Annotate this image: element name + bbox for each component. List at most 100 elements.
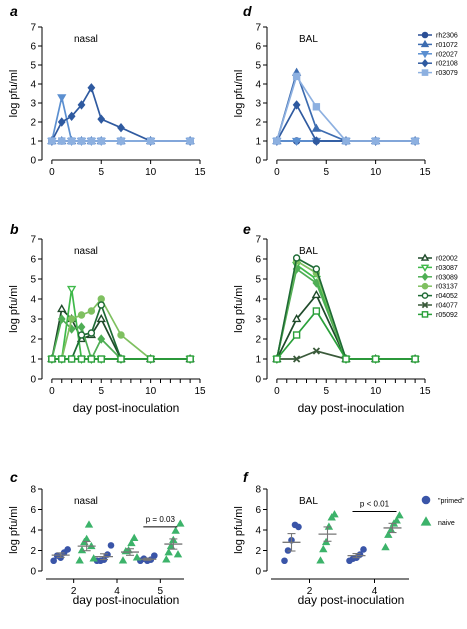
- data-point: [58, 137, 66, 145]
- data-point: [97, 355, 105, 363]
- data-point: [186, 137, 194, 145]
- data-point: [97, 295, 105, 303]
- data-point: [84, 520, 94, 528]
- y-tick-label: 7: [255, 235, 261, 246]
- series-r03079: [273, 72, 419, 145]
- x-tick-label: 0: [49, 167, 55, 178]
- x-tick-label: 10: [145, 386, 157, 397]
- legend-entry: r01072: [436, 42, 458, 49]
- series-line: [276, 267, 416, 360]
- data-point: [164, 548, 173, 556]
- data-point: [384, 530, 393, 538]
- x-tick-label: 4: [372, 586, 378, 597]
- data-point: [292, 72, 301, 81]
- y-tick-label: 2: [255, 335, 261, 346]
- data-point: [295, 523, 302, 531]
- x-tick-label: 0: [274, 386, 280, 397]
- panel-label: a: [10, 3, 18, 19]
- data-point: [117, 123, 125, 133]
- y-tick-label: 4: [30, 526, 36, 537]
- data-point: [311, 123, 322, 132]
- data-point: [67, 111, 76, 121]
- legend-entry: r05092: [436, 312, 458, 319]
- x-tick-label: 10: [370, 167, 382, 178]
- data-point: [292, 331, 301, 339]
- y-tick-label: 8: [255, 485, 261, 496]
- y-axis-label: log pfu/ml: [8, 70, 20, 118]
- y-axis-label: log pfu/ml: [233, 70, 245, 118]
- significance-label: p = 0.03: [146, 515, 176, 524]
- x-tick-label: 0: [274, 167, 280, 178]
- panel-f: 0 2 4 6 8 log pfu/ml 2 4 f BAL day post-inoculatio…: [233, 469, 465, 607]
- panel-d: 0 1 2 3 4 5 6 7 log pfu/ml 0 5 10 15 d BAL rh2306 r01072…: [233, 3, 458, 178]
- y-tick-label: 2: [255, 546, 261, 557]
- data-point: [281, 557, 288, 565]
- data-point: [162, 555, 171, 563]
- data-point: [67, 355, 76, 363]
- data-point: [48, 137, 56, 145]
- group-1: [316, 510, 404, 564]
- data-point: [312, 278, 321, 288]
- data-point: [87, 329, 96, 337]
- x-tick-label: 10: [145, 167, 157, 178]
- data-point: [57, 117, 66, 127]
- series-r05092: [273, 307, 419, 363]
- x-tick-label: 4: [114, 586, 120, 597]
- legend-marker: [421, 301, 429, 309]
- x-tick-label: 5: [158, 586, 164, 597]
- legend: "primed" naive: [420, 495, 465, 527]
- data-point: [97, 137, 105, 145]
- data-point: [57, 303, 67, 313]
- data-point: [77, 311, 86, 319]
- panel-title: BAL: [299, 496, 318, 507]
- data-point: [151, 552, 158, 559]
- data-point: [97, 114, 106, 124]
- data-point: [392, 516, 401, 524]
- panel-a: 0 1 2 3 4 5 6 7 log pfu/ml 0 5 10 15 a nasal: [8, 3, 206, 178]
- x-tick-label: 5: [98, 167, 104, 178]
- legend-marker: [421, 272, 429, 282]
- series-line: [276, 74, 416, 142]
- y-tick-label: 5: [255, 275, 261, 286]
- data-point: [58, 355, 66, 363]
- x-tick-label: 2: [71, 586, 77, 597]
- data-point: [77, 545, 87, 554]
- legend-marker: [420, 253, 430, 261]
- data-point: [292, 355, 301, 363]
- series-r03079: [48, 137, 194, 145]
- data-point: [342, 355, 350, 363]
- legend-marker: [421, 31, 429, 39]
- data-point: [186, 355, 194, 363]
- legend-entry: "primed": [438, 498, 465, 505]
- data-point: [171, 526, 180, 534]
- legend-marker: [420, 39, 430, 48]
- y-tick-label: 5: [255, 61, 261, 72]
- data-point: [371, 137, 380, 145]
- series-line: [276, 263, 416, 360]
- x-tick-label: 0: [49, 386, 55, 397]
- data-point: [97, 301, 105, 309]
- series-line: [51, 317, 191, 362]
- data-point: [130, 533, 139, 541]
- x-axis-label: day post-inoculation: [73, 593, 180, 607]
- panel-title: BAL: [299, 34, 318, 45]
- data-point: [96, 313, 106, 323]
- data-point: [87, 83, 96, 93]
- data-point: [67, 315, 76, 323]
- data-point: [381, 542, 390, 551]
- y-tick-label: 3: [255, 315, 261, 326]
- x-axis-label: day post-inoculation: [73, 401, 180, 415]
- data-point: [173, 550, 183, 558]
- y-tick-label: 4: [255, 80, 261, 91]
- data-point: [292, 100, 301, 110]
- series-line: [276, 259, 416, 360]
- data-point: [77, 355, 86, 363]
- y-tick-label: 1: [30, 355, 36, 366]
- x-tick-label: 2: [307, 586, 313, 597]
- legend-marker: [421, 69, 429, 76]
- y-tick-label: 4: [30, 80, 36, 91]
- legend-marker: [420, 516, 432, 526]
- data-point: [64, 546, 71, 553]
- data-point: [97, 334, 106, 344]
- y-tick-label: 4: [255, 526, 261, 537]
